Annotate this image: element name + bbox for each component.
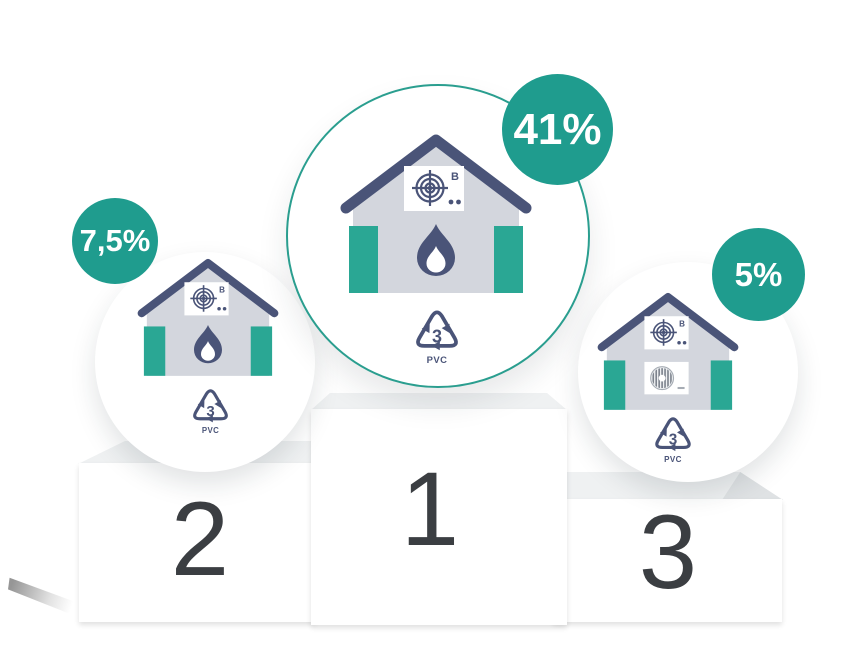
corner-shadow bbox=[8, 577, 88, 621]
sign-letter: B bbox=[679, 320, 685, 329]
recycling-pvc-icon: 3 PVC bbox=[188, 385, 233, 435]
podium-step-face-1 bbox=[311, 409, 567, 625]
resin-label: PVC bbox=[664, 455, 682, 464]
recycling-pvc-icon: 3 PVC bbox=[650, 413, 696, 464]
podium-step-face-3 bbox=[553, 499, 782, 622]
podium-step-top-1 bbox=[311, 393, 567, 410]
rank-number-1: 1 bbox=[400, 451, 460, 568]
percentage-value: 41% bbox=[513, 104, 602, 154]
percentage-value: 7,5% bbox=[79, 223, 151, 258]
resin-label: PVC bbox=[202, 426, 219, 435]
percentage-badge-1: 41% bbox=[502, 74, 613, 185]
resin-label: PVC bbox=[427, 355, 448, 366]
house-icon: B bbox=[598, 291, 738, 410]
rank-number-2: 2 bbox=[170, 481, 230, 598]
percentage-badge-2: 7,5% bbox=[72, 198, 158, 284]
house-icon: B bbox=[138, 257, 278, 376]
percentage-value: 5% bbox=[734, 255, 783, 293]
podium-step-face-2 bbox=[79, 463, 315, 622]
sign-letter: B bbox=[451, 171, 459, 183]
resin-code: 3 bbox=[206, 403, 214, 420]
fan-icon bbox=[644, 362, 688, 394]
resin-code: 3 bbox=[669, 431, 678, 448]
percentage-badge-3: 5% bbox=[712, 228, 805, 321]
house-icon: B bbox=[341, 132, 531, 293]
resin-code: 3 bbox=[432, 326, 442, 346]
sign-letter: B bbox=[219, 286, 225, 295]
rank-number-3: 3 bbox=[638, 494, 698, 611]
recycling-pvc-icon: 3 PVC bbox=[410, 305, 464, 366]
